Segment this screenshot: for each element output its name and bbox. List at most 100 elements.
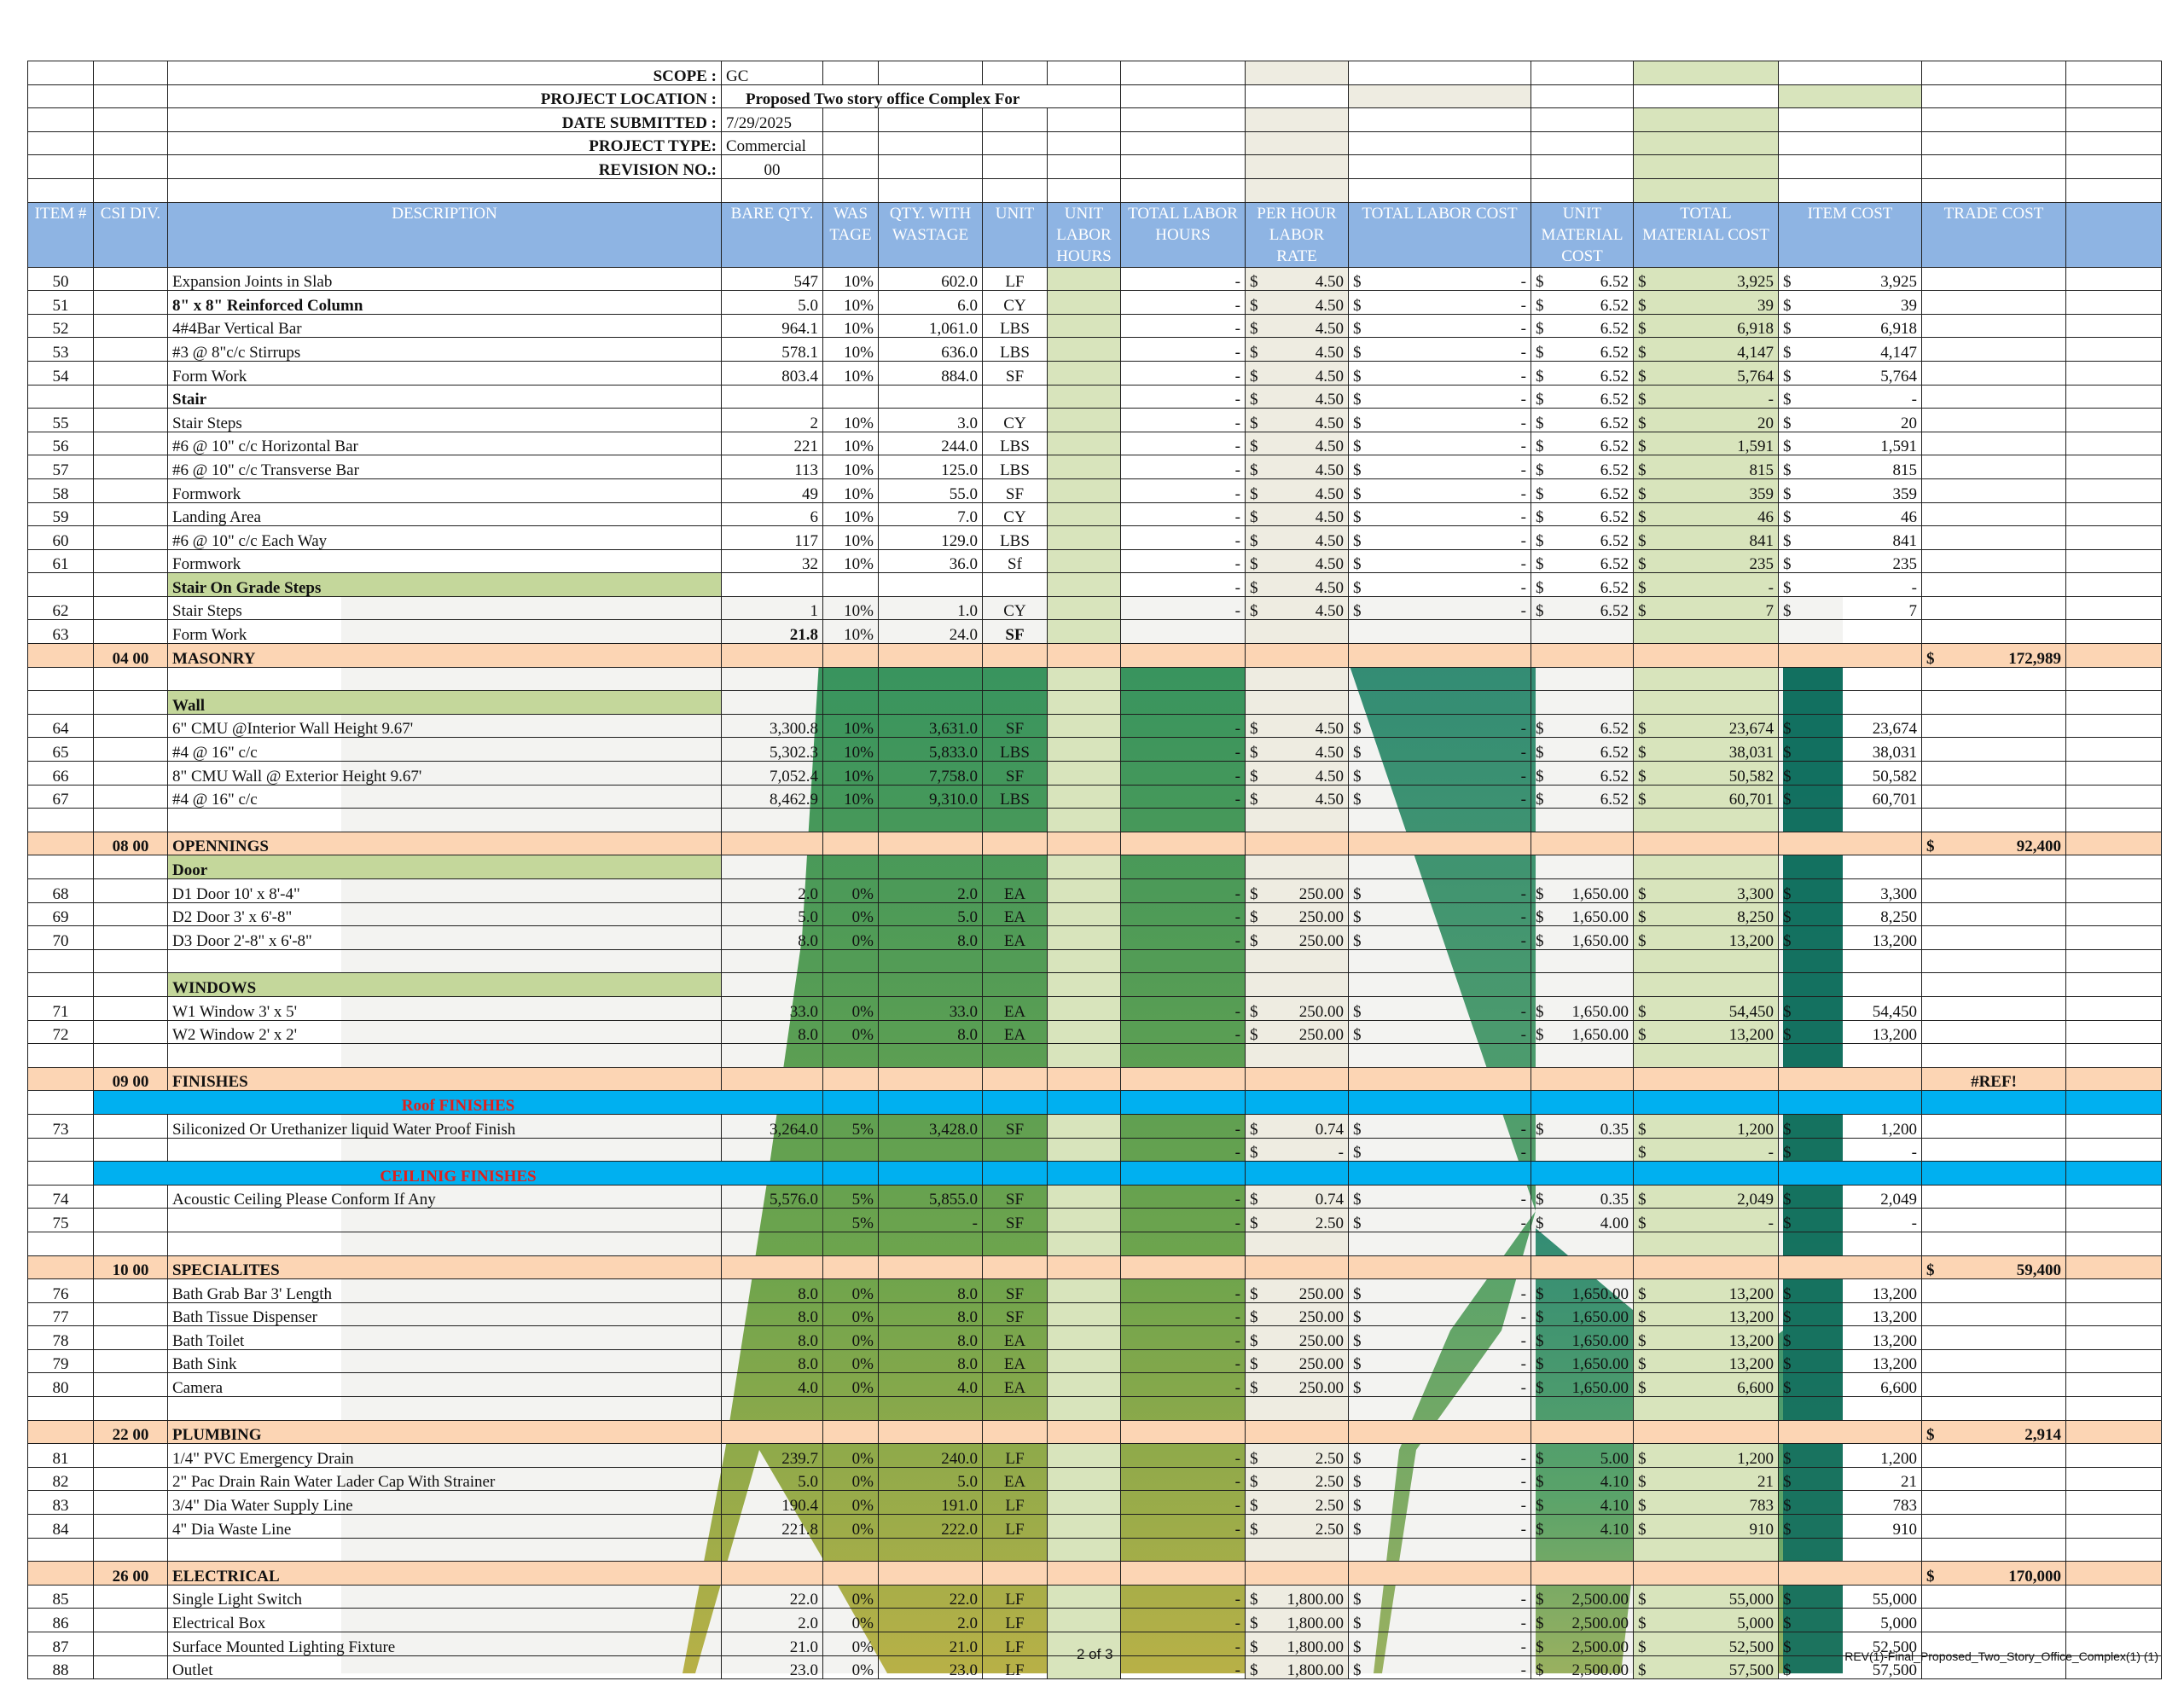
currency-symbol: $ bbox=[1353, 1144, 1362, 1162]
wastage: 0% bbox=[822, 1608, 879, 1632]
unit-labor-hours bbox=[1047, 1584, 1121, 1609]
trade-cost bbox=[1921, 901, 2066, 927]
unit: LF bbox=[982, 1584, 1048, 1609]
blank-cell bbox=[822, 1419, 879, 1445]
unit-material-cost bbox=[1531, 1137, 1634, 1162]
blank-cell bbox=[1120, 1231, 1246, 1256]
division-title: OPENNINGS bbox=[167, 831, 722, 856]
total-material-cost-value: 60,701 bbox=[1728, 791, 1774, 809]
labor-rate: $2.50 bbox=[1245, 1514, 1349, 1539]
currency-symbol: $ bbox=[1638, 744, 1647, 762]
blank-cell bbox=[982, 177, 1048, 203]
total-labor-cost: $ - bbox=[1348, 901, 1531, 927]
currency-symbol: $ bbox=[1783, 1214, 1792, 1232]
item-cost-value: 13,200 bbox=[1872, 1331, 1917, 1350]
blank-cell bbox=[2065, 384, 2162, 409]
item-cost: $57,500 bbox=[1778, 1655, 1922, 1680]
currency-symbol: $ bbox=[1353, 744, 1362, 762]
blank-cell bbox=[2065, 995, 2162, 1021]
blank-cell bbox=[982, 972, 1048, 997]
total-labor-hours: - bbox=[1120, 713, 1246, 739]
blank-cell bbox=[1633, 1043, 1779, 1068]
trade-cost bbox=[1921, 408, 2066, 432]
blank-cell bbox=[167, 808, 722, 832]
currency-symbol: $ bbox=[1638, 1284, 1647, 1303]
labor-rate-value: 4.50 bbox=[1315, 461, 1344, 479]
blank-cell bbox=[1348, 1043, 1531, 1068]
currency-symbol: $ bbox=[1638, 1331, 1647, 1350]
total-material-cost-value: 13,200 bbox=[1728, 1284, 1774, 1303]
item-number: 87 bbox=[27, 1632, 94, 1656]
trade-cost bbox=[1921, 690, 2066, 715]
csi-division bbox=[93, 1301, 168, 1327]
currency-symbol: $ bbox=[1638, 931, 1647, 950]
unit-material-cost-value: 6.52 bbox=[1600, 744, 1629, 762]
item-cost-value: 910 bbox=[1892, 1520, 1918, 1539]
total-labor-hours: - bbox=[1120, 1348, 1246, 1374]
labor-rate: $4.50 bbox=[1245, 266, 1349, 292]
unit: LBS bbox=[982, 737, 1048, 762]
blank-cell bbox=[1921, 1043, 2066, 1068]
total-labor-cost: $ - bbox=[1348, 1490, 1531, 1516]
currency-symbol: $ bbox=[1353, 1002, 1362, 1021]
blank-cell bbox=[27, 1231, 94, 1256]
blank-cell bbox=[1921, 1090, 2066, 1115]
blank-cell bbox=[1047, 130, 1121, 156]
trade-cost bbox=[1921, 1466, 2066, 1492]
item-cost: $1,200 bbox=[1778, 1113, 1922, 1139]
blank-cell bbox=[2065, 643, 2162, 668]
wastage: 0% bbox=[822, 1632, 879, 1656]
total-labor-cost: $ - bbox=[1348, 313, 1531, 339]
item-cost bbox=[1778, 619, 1922, 645]
blank-cell bbox=[721, 831, 823, 856]
total-labor-cost-value: - bbox=[1520, 1026, 1526, 1044]
blank-cell bbox=[1348, 107, 1531, 132]
blank-cell bbox=[2065, 177, 2162, 203]
table-row: 88 Outlet 23.0 0% 23.0 LF - $1,800.00 $ - $2,500.0… bbox=[27, 1655, 2162, 1680]
total-material-cost: $841 bbox=[1633, 525, 1779, 550]
csi-division bbox=[93, 595, 168, 621]
total-material-cost-value: 13,200 bbox=[1728, 1331, 1774, 1350]
qty-with-wastage: 7.0 bbox=[878, 501, 983, 527]
total-labor-cost-value: - bbox=[1520, 602, 1526, 620]
blank-cell bbox=[1778, 84, 1922, 109]
blank-cell bbox=[1778, 1043, 1922, 1068]
labor-rate-value: 4.50 bbox=[1315, 578, 1344, 597]
unit-material-cost: $5.00 bbox=[1531, 1443, 1634, 1468]
unit-material-cost: $1,650.00 bbox=[1531, 1325, 1634, 1350]
qty-with-wastage: 5,855.0 bbox=[878, 1184, 983, 1209]
unit-labor-hours bbox=[1047, 1301, 1121, 1327]
description: 4" Dia Waste Line bbox=[167, 1514, 722, 1539]
description: Stair Steps bbox=[167, 408, 722, 432]
total-material-cost-value: 3,300 bbox=[1737, 884, 1774, 903]
qty-with-wastage: 602.0 bbox=[878, 266, 983, 292]
blank-cell bbox=[2065, 290, 2162, 315]
trade-cost: $2,914 bbox=[1921, 1419, 2066, 1445]
unit-material-cost: $2,500.00 bbox=[1531, 1584, 1634, 1609]
blank-cell bbox=[982, 1090, 1048, 1115]
description: Acoustic Ceiling Please Conform If Any bbox=[167, 1184, 722, 1209]
qty-with-wastage: 5.0 bbox=[878, 1466, 983, 1492]
blank-cell bbox=[2065, 1348, 2162, 1374]
item-number bbox=[27, 1090, 94, 1115]
bare-qty: 22.0 bbox=[721, 1584, 823, 1609]
wastage: 10% bbox=[822, 266, 879, 292]
total-material-cost: $55,000 bbox=[1633, 1584, 1779, 1609]
total-labor-cost: $ - bbox=[1348, 1348, 1531, 1374]
total-labor-cost-value: - bbox=[1520, 884, 1526, 903]
total-labor-hours: - bbox=[1120, 1208, 1246, 1232]
bare-qty bbox=[721, 1208, 823, 1232]
total-material-cost: $2,049 bbox=[1633, 1184, 1779, 1209]
unit-labor-hours bbox=[1047, 595, 1121, 621]
description: #3 @ 8"c/c Stirrups bbox=[167, 337, 722, 362]
currency-symbol: $ bbox=[1250, 1661, 1258, 1679]
item-cost-value: 1,591 bbox=[1880, 438, 1917, 455]
currency-symbol: $ bbox=[1783, 1449, 1792, 1468]
total-labor-hours: - bbox=[1120, 337, 1246, 362]
unit-material-cost: $6.52 bbox=[1531, 337, 1634, 362]
currency-symbol: $ bbox=[1926, 1261, 1935, 1279]
item-number: 80 bbox=[27, 1372, 94, 1398]
blank-cell bbox=[1531, 1066, 1634, 1092]
table-row: 73 Siliconized Or Urethanizer liquid Wate… bbox=[27, 1113, 2162, 1139]
blank-cell bbox=[822, 1066, 879, 1092]
